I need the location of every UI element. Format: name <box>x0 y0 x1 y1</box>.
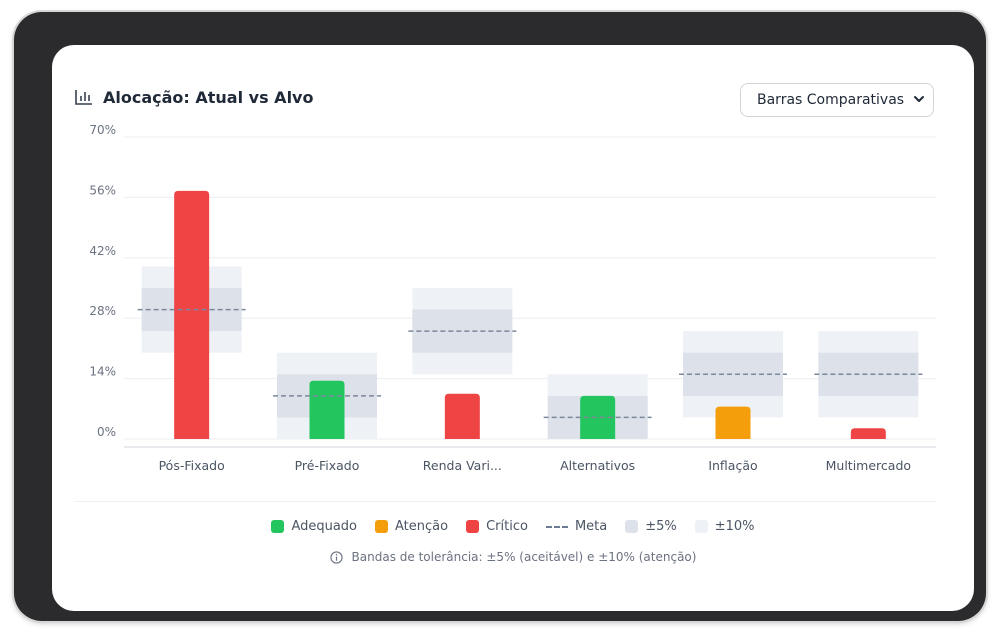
bar-actual <box>309 380 345 439</box>
y-tick-label: 42% <box>89 244 116 258</box>
view-mode-select[interactable]: Barras Comparativas <box>740 83 934 117</box>
x-tick-label: Pós-Fixado <box>159 458 225 473</box>
view-mode-value: Barras Comparativas <box>757 92 905 108</box>
legend-label: Meta <box>574 519 608 534</box>
y-tick-label: 0% <box>97 425 116 439</box>
chart-legend: Adequado Atenção Crítico Meta ±5% ±10% <box>52 519 974 534</box>
tolerance-note: Bandas de tolerância: ±5% (aceitável) e … <box>52 550 974 564</box>
legend-label: Adequado <box>291 519 358 534</box>
x-tick-label: Pré-Fixado <box>295 458 360 473</box>
legend-item: Crítico <box>466 519 528 534</box>
y-tick-label: 70% <box>89 123 116 137</box>
y-tick-label: 56% <box>89 183 116 197</box>
allocation-card: Alocação: Atual vs Alvo Barras Comparati… <box>52 45 974 611</box>
legend-item: Meta <box>545 519 608 534</box>
legend-swatch <box>466 520 480 533</box>
legend-dash <box>545 525 568 528</box>
legend-swatch <box>271 520 285 533</box>
legend-swatch <box>375 520 389 533</box>
card-header: Alocação: Atual vs Alvo <box>74 87 313 107</box>
tolerance-note-text: Bandas de tolerância: ±5% (aceitável) e … <box>351 550 697 564</box>
legend-swatch <box>625 520 639 533</box>
x-tick-label: Alternativos <box>560 458 635 473</box>
y-tick-label: 28% <box>89 304 116 318</box>
allocation-chart: 0% 14% 28% 42% 56% 70% Pós-Fixado Pré-Fixado Ren… <box>89 123 936 473</box>
legend-item: ±5% <box>625 519 677 534</box>
chart-title: Alocação: Atual vs Alvo <box>103 87 314 107</box>
x-tick-label: Inflação <box>708 458 757 473</box>
legend-label: ±10% <box>714 519 755 534</box>
legend-label: Crítico <box>486 519 528 534</box>
x-tick-label: Multimercado <box>826 458 911 473</box>
legend-item: Adequado <box>271 519 357 534</box>
legend-item: Atenção <box>375 519 448 534</box>
y-tick-label: 14% <box>89 365 116 379</box>
bar-chart-icon <box>75 90 92 105</box>
legend-swatch <box>694 520 708 533</box>
legend-label: ±5% <box>645 519 677 534</box>
bar-actual <box>580 395 616 439</box>
x-tick-label: Renda Vari... <box>423 458 502 473</box>
legend-divider <box>74 501 936 502</box>
bar-actual <box>444 393 480 439</box>
info-icon <box>329 550 343 564</box>
bar-actual <box>715 406 751 439</box>
chevron-down-icon <box>914 96 924 102</box>
bar-actual <box>174 190 210 439</box>
legend-label: Atenção <box>395 519 449 534</box>
legend-item: ±10% <box>694 519 755 534</box>
device-frame: Alocação: Atual vs Alvo Barras Comparati… <box>14 12 986 621</box>
bar-actual <box>850 428 886 439</box>
